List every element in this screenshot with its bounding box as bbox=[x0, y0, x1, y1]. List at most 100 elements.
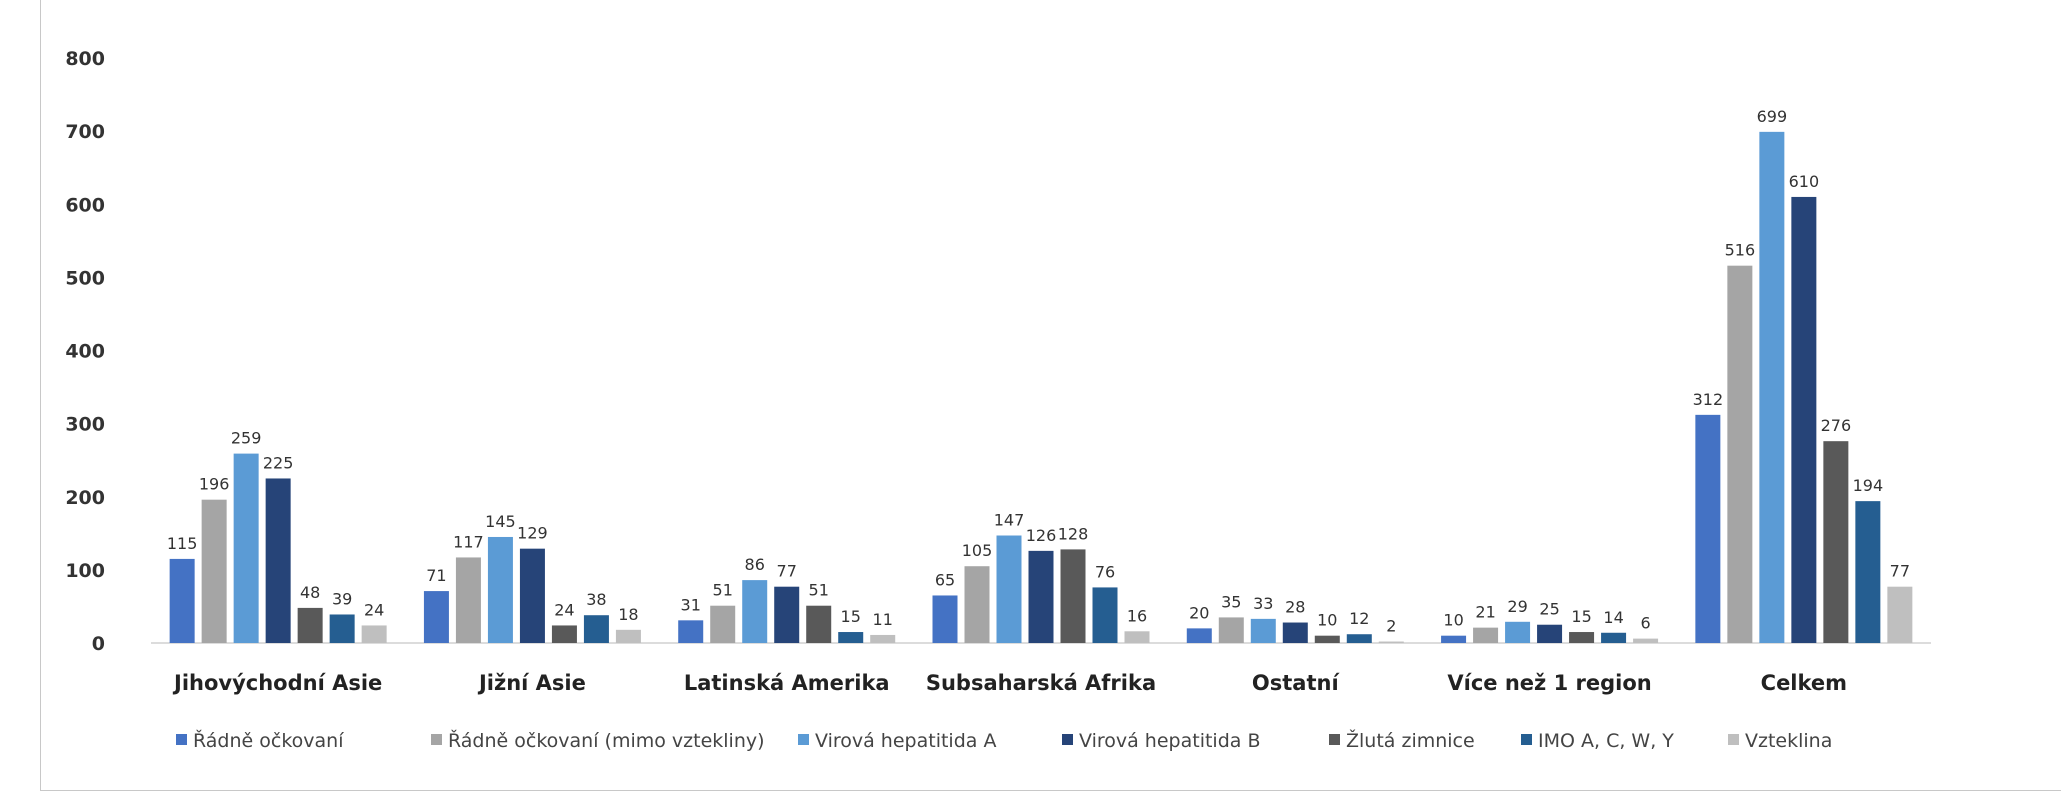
y-tick-label: 500 bbox=[65, 267, 105, 289]
bar bbox=[774, 586, 800, 643]
data-label: 276 bbox=[1821, 416, 1852, 435]
data-label: 126 bbox=[1026, 526, 1057, 545]
data-label: 196 bbox=[199, 475, 230, 494]
bar bbox=[1060, 549, 1086, 643]
bar bbox=[710, 605, 736, 643]
data-label: 10 bbox=[1317, 611, 1337, 630]
bar bbox=[1346, 634, 1372, 643]
data-label: 48 bbox=[300, 583, 320, 602]
bar bbox=[1441, 635, 1467, 643]
bar bbox=[423, 591, 449, 643]
data-label: 194 bbox=[1853, 476, 1884, 495]
data-label: 10 bbox=[1443, 611, 1463, 630]
legend-swatch bbox=[176, 734, 187, 745]
bar bbox=[1250, 618, 1276, 643]
legend-swatch bbox=[1521, 734, 1532, 745]
bar bbox=[583, 615, 609, 643]
bar bbox=[742, 580, 768, 643]
y-tick-label: 400 bbox=[65, 341, 105, 363]
data-label: 259 bbox=[231, 429, 262, 448]
data-label: 20 bbox=[1189, 603, 1209, 622]
bar bbox=[1282, 622, 1308, 643]
legend-label: IMO A, C, W, Y bbox=[1538, 730, 1674, 752]
bar bbox=[329, 614, 355, 643]
data-label: 11 bbox=[873, 610, 893, 629]
x-tick-label: Jihovýchodní Asie bbox=[172, 671, 382, 695]
bar bbox=[932, 595, 958, 643]
bar bbox=[964, 566, 990, 643]
bar bbox=[1727, 265, 1753, 643]
bar bbox=[1569, 632, 1595, 643]
bar bbox=[1028, 550, 1054, 643]
x-tick-label: Ostatní bbox=[1252, 671, 1341, 695]
data-label: 39 bbox=[332, 589, 352, 608]
data-label: 312 bbox=[1693, 390, 1724, 409]
data-label: 24 bbox=[554, 600, 574, 619]
y-tick-label: 300 bbox=[65, 414, 105, 436]
chart-frame: 0 100 200 300 400 500 600 700 800 115 196 259 225 48 3… bbox=[40, 0, 2061, 791]
data-label: 117 bbox=[453, 532, 484, 551]
data-label: 16 bbox=[1127, 606, 1147, 625]
data-label: 35 bbox=[1221, 592, 1241, 611]
data-label: 25 bbox=[1539, 600, 1559, 619]
bar bbox=[870, 634, 896, 643]
data-label: 2 bbox=[1386, 617, 1396, 636]
x-tick-label: Více než 1 region bbox=[1447, 671, 1651, 695]
data-label: 21 bbox=[1475, 603, 1495, 622]
bar bbox=[487, 536, 513, 643]
bar bbox=[1695, 414, 1721, 643]
data-label: 51 bbox=[809, 581, 829, 600]
data-label: 128 bbox=[1058, 524, 1089, 543]
legend-swatch bbox=[1062, 734, 1073, 745]
bar bbox=[1633, 638, 1659, 643]
data-label: 33 bbox=[1253, 594, 1273, 613]
bar bbox=[1314, 635, 1340, 643]
y-tick-label: 100 bbox=[65, 560, 105, 582]
data-label: 15 bbox=[841, 607, 861, 626]
bar bbox=[806, 605, 832, 643]
bar bbox=[361, 625, 387, 643]
data-label: 129 bbox=[517, 524, 548, 543]
data-label: 14 bbox=[1603, 608, 1623, 627]
y-tick-label: 200 bbox=[65, 487, 105, 509]
data-label: 77 bbox=[1890, 562, 1910, 581]
data-label: 29 bbox=[1507, 597, 1527, 616]
data-label: 28 bbox=[1285, 598, 1305, 617]
bar bbox=[678, 620, 704, 643]
data-label: 24 bbox=[364, 600, 384, 619]
bar bbox=[1124, 631, 1150, 643]
bar bbox=[1505, 621, 1531, 643]
data-label: 225 bbox=[263, 453, 294, 472]
data-label: 31 bbox=[681, 595, 701, 614]
data-label: 38 bbox=[586, 590, 606, 609]
legend-label: Virová hepatitida B bbox=[1079, 730, 1260, 752]
bar bbox=[1601, 632, 1627, 643]
data-label: 610 bbox=[1789, 172, 1820, 191]
bar bbox=[169, 558, 195, 643]
data-label: 76 bbox=[1095, 562, 1115, 581]
y-tick-label: 700 bbox=[65, 121, 105, 143]
data-label: 65 bbox=[935, 570, 955, 589]
data-label: 516 bbox=[1725, 241, 1756, 260]
bar bbox=[838, 632, 864, 643]
bar bbox=[551, 625, 577, 643]
data-label: 12 bbox=[1349, 609, 1369, 628]
legend-label: Řádně očkovaní (mimo vztekliny) bbox=[448, 729, 765, 752]
y-tick-label: 800 bbox=[65, 48, 105, 70]
x-tick-label: Jižní Asie bbox=[477, 671, 586, 695]
data-label: 18 bbox=[618, 605, 638, 624]
data-label: 105 bbox=[962, 541, 993, 560]
bar bbox=[1759, 131, 1785, 643]
data-label: 6 bbox=[1640, 614, 1650, 633]
bar bbox=[1537, 624, 1563, 643]
bar bbox=[1791, 196, 1817, 643]
x-tick-label: Latinská Amerika bbox=[684, 671, 890, 695]
data-label: 147 bbox=[994, 511, 1025, 530]
legend-label: Řádně očkovaní bbox=[193, 729, 344, 752]
bar bbox=[201, 499, 227, 643]
data-label: 699 bbox=[1757, 107, 1788, 126]
data-label: 51 bbox=[713, 581, 733, 600]
legend-swatch bbox=[431, 734, 442, 745]
bar bbox=[1823, 441, 1849, 643]
